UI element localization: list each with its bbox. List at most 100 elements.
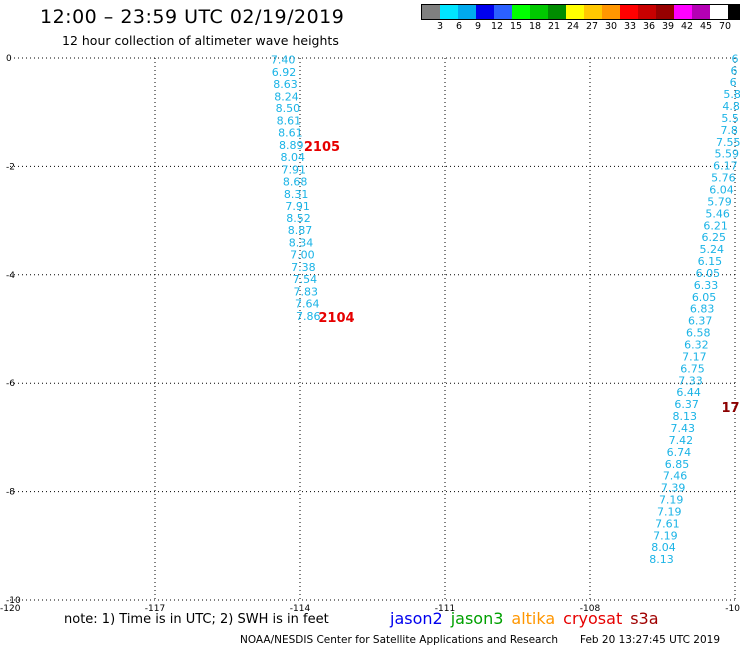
y-tick-label: 0	[6, 54, 12, 64]
legend-label: 27	[585, 21, 599, 32]
page-title: 12:00 – 23:59 UTC 02/19/2019	[40, 6, 345, 28]
track-2105-2104: 7.406.928.638.248.508.618.618.898.047.91…	[271, 53, 321, 322]
mission-s3a: s3a	[630, 609, 659, 628]
credit-text: NOAA/NESDIS Center for Satellite Applica…	[240, 634, 558, 646]
wave-height-value: 8.31	[284, 188, 309, 201]
pass-number-label: 1702	[721, 401, 740, 416]
wave-height-value: 8.24	[274, 90, 299, 103]
track-1702: 6665.84.85.57.87.555.596.175.766.045.795…	[649, 52, 740, 566]
wave-height-value: 7.64	[295, 297, 320, 310]
wave-height-value: 5.5	[721, 112, 739, 125]
x-tick-label: -120	[0, 604, 21, 614]
wave-height-value: 6.83	[690, 303, 715, 316]
wave-height-value: 7.00	[290, 249, 315, 262]
y-tick-label: -2	[6, 162, 15, 172]
legend-label: 12	[490, 21, 504, 32]
legend-swatch	[458, 5, 476, 19]
wave-height-value: 6.44	[676, 386, 701, 399]
wave-height-value: 7.19	[657, 505, 682, 518]
x-tick-label: -10	[725, 604, 740, 614]
legend-label: 15	[509, 21, 523, 32]
pass-labels: 2105 2104 1702	[304, 140, 740, 416]
legend-swatch	[656, 5, 674, 19]
mission-legend: jason2 jason3 altika cryosat s3a	[390, 609, 667, 628]
wave-height-value: 7.40	[271, 53, 296, 66]
wave-height-value: 6.05	[692, 291, 717, 304]
wave-height-value: 7.39	[661, 482, 686, 495]
y-tick-label: -8	[6, 488, 15, 498]
wave-height-value: 4.8	[722, 100, 740, 113]
wave-height-value: 8.63	[273, 78, 298, 91]
wave-height-value: 6.21	[703, 219, 728, 232]
wave-height-value: 6.05	[696, 267, 721, 280]
wave-height-value: 7.55	[716, 136, 740, 149]
legend-label: 45	[699, 21, 713, 32]
wave-height-value: 8.61	[277, 115, 302, 128]
wave-height-value: 8.52	[286, 212, 311, 225]
mission-altika: altika	[511, 609, 556, 628]
legend-label: 6	[455, 21, 463, 32]
x-tick-label: -111	[435, 604, 455, 614]
legend-swatch	[728, 5, 740, 19]
legend-swatch	[440, 5, 458, 19]
legend-swatch	[512, 5, 530, 19]
wave-height-value: 5.79	[707, 195, 732, 208]
wave-height-value: 7.83	[294, 285, 319, 298]
legend-label: 24	[566, 21, 580, 32]
pass-number-label: 2104	[318, 311, 354, 326]
wave-height-value: 7.19	[659, 494, 684, 507]
legend-label: 39	[661, 21, 675, 32]
legend-swatch	[494, 5, 512, 19]
wave-height-value: 6.15	[698, 255, 723, 268]
wave-height-value: 8.89	[279, 139, 304, 152]
wave-height-value: 6.85	[665, 458, 690, 471]
legend-label: 70	[718, 21, 732, 32]
wave-height-value: 8.61	[278, 127, 303, 140]
wave-height-value: 6.37	[674, 398, 699, 411]
y-tick-label: -10	[6, 596, 21, 606]
legend-label: 3	[436, 21, 444, 32]
generated-timestamp: Feb 20 13:27:45 UTC 2019	[580, 634, 720, 646]
wave-height-value: 6.25	[701, 231, 726, 244]
wave-height-value: 8.13	[649, 553, 674, 566]
wave-height-value: 6.92	[272, 66, 297, 79]
page-subtitle: 12 hour collection of altimeter wave hei…	[62, 33, 339, 48]
y-tick-label: -6	[6, 379, 15, 389]
legend-swatch	[710, 5, 728, 19]
wave-height-value: 7.91	[281, 163, 306, 176]
legend-swatch	[602, 5, 620, 19]
wave-height-value: 7.33	[678, 374, 703, 387]
wave-height-value: 7.42	[669, 434, 694, 447]
wave-height-value: 7.19	[653, 529, 678, 542]
wave-height-value: 8.50	[276, 102, 301, 115]
wave-height-value: 6	[732, 52, 739, 65]
wave-height-value: 6.04	[709, 184, 734, 197]
legend-swatch	[620, 5, 638, 19]
legend-label: 21	[547, 21, 561, 32]
wave-height-value: 6.33	[694, 279, 719, 292]
legend-swatch	[548, 5, 566, 19]
wave-height-value: 7.8	[720, 124, 738, 137]
wave-height-value: 6.58	[686, 327, 711, 340]
wave-height-value: 5.8	[723, 88, 740, 101]
wave-height-value: 6.32	[684, 339, 709, 352]
x-tick-label: -117	[145, 604, 165, 614]
legend-swatch	[422, 5, 440, 19]
x-tick-label: -114	[290, 604, 311, 614]
wave-height-value: 7.91	[285, 200, 310, 213]
wave-height-value: 5.46	[705, 207, 730, 220]
legend-label: 36	[642, 21, 656, 32]
altimeter-tracks: 7.406.928.638.248.508.618.618.898.047.91…	[271, 52, 740, 566]
legend-color-bar	[421, 4, 740, 20]
legend-swatch	[530, 5, 548, 19]
wave-height-value: 8.68	[283, 175, 308, 188]
legend-swatch	[476, 5, 494, 19]
wave-height-value: 8.04	[281, 151, 306, 164]
wave-height-value: 7.46	[663, 470, 688, 483]
wave-height-value: 6.75	[680, 362, 705, 375]
mission-jason2: jason2	[390, 609, 443, 628]
legend-label: 30	[604, 21, 618, 32]
